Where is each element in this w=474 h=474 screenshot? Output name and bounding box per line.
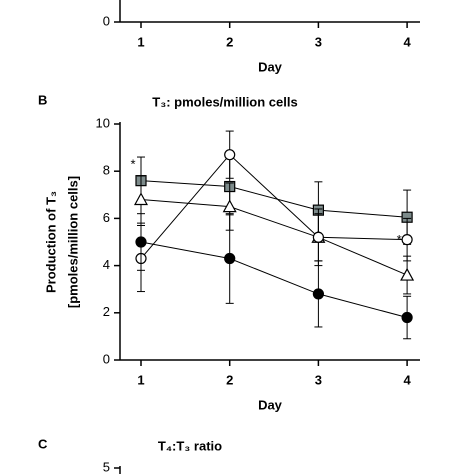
marker	[401, 234, 413, 246]
marker	[224, 149, 236, 161]
annotation: *	[130, 156, 135, 171]
y-tick-label: 8	[103, 163, 110, 178]
x-tick-label: 4	[403, 34, 411, 49]
y-tick-label: 5	[103, 459, 110, 474]
annotation: *	[397, 232, 402, 247]
marker	[222, 199, 237, 213]
x-tick-label: 1	[137, 372, 144, 387]
x-tick-label: 1	[137, 34, 144, 49]
series-line	[140, 180, 408, 218]
y-tick-label: 0	[103, 351, 110, 366]
y-tick-label: 0	[103, 13, 110, 28]
y-tick-label: 4	[103, 257, 110, 272]
marker	[135, 236, 147, 248]
panel-label: C	[38, 436, 48, 451]
marker	[401, 311, 413, 324]
panel-title: T₄:T₃ ratio	[158, 438, 222, 453]
x-tick-label: 2	[226, 372, 233, 387]
x-axis-label: Day	[258, 397, 283, 412]
series-line	[140, 241, 408, 319]
panel-label: B	[38, 92, 47, 107]
y-axis-label: Production of T₃	[43, 191, 58, 293]
x-tick-label: 4	[403, 372, 411, 387]
marker	[312, 288, 324, 300]
marker	[133, 192, 149, 206]
y-tick-label: 10	[96, 115, 110, 130]
y-tick-label: 6	[103, 210, 110, 225]
x-tick-label: 2	[226, 34, 233, 49]
x-tick-label: 3	[315, 34, 322, 49]
panel-title: T₃: pmoles/million cells	[152, 94, 297, 109]
marker	[400, 267, 415, 281]
marker	[224, 252, 236, 265]
series-line	[140, 199, 408, 276]
y-tick-label: 2	[103, 304, 110, 319]
series-line	[140, 153, 408, 259]
x-axis-label: Day	[258, 59, 283, 74]
x-tick-label: 3	[315, 372, 322, 387]
marker	[312, 231, 324, 243]
y-axis-label: [pmoles/million cells]	[65, 176, 80, 308]
